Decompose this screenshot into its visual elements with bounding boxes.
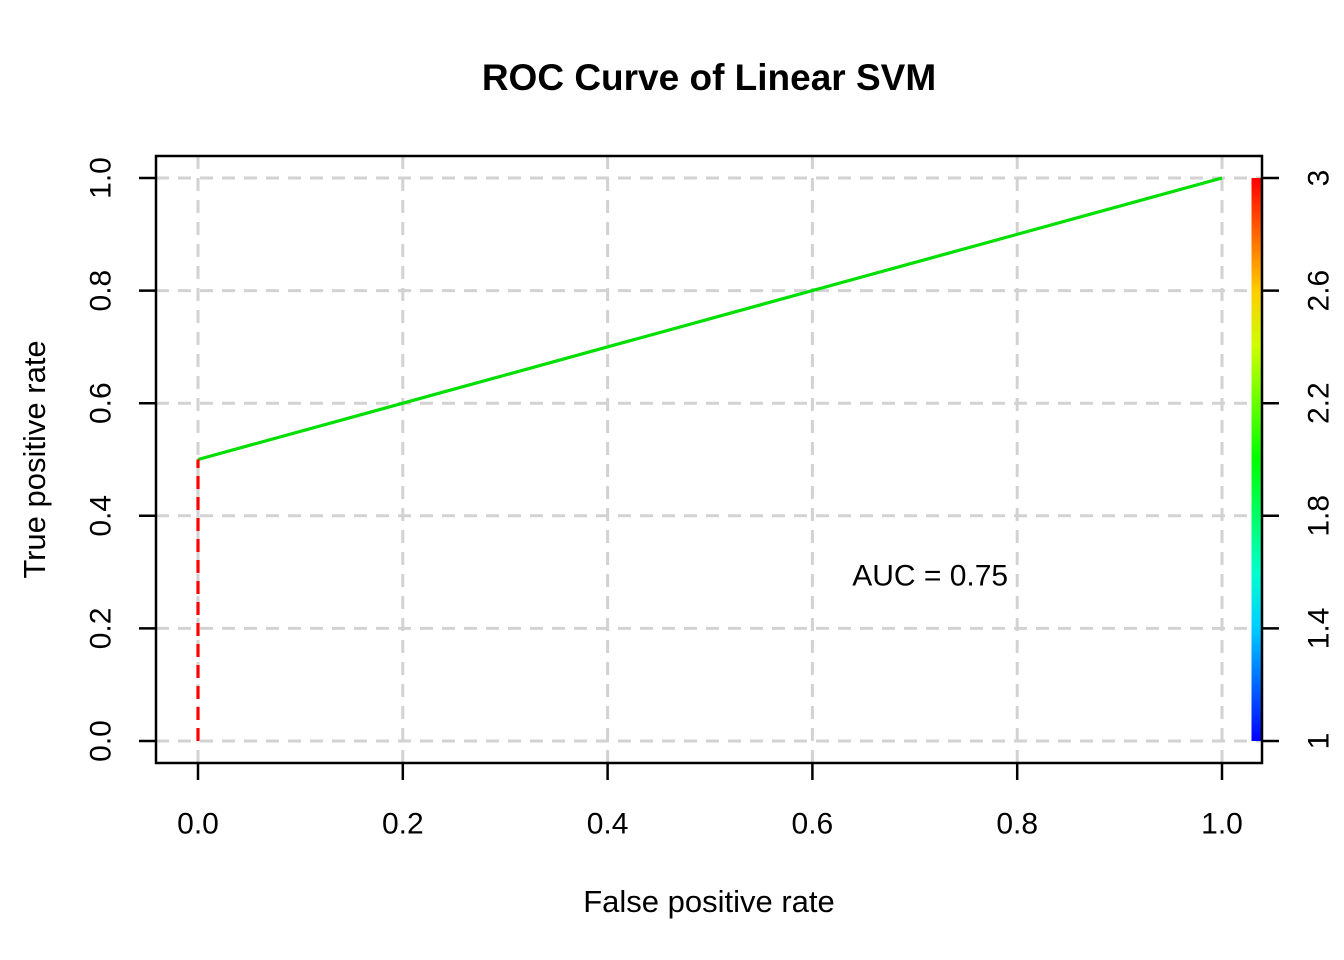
colorbar-tick-label: 1.8 <box>1303 495 1336 537</box>
x-tick-label: 0.4 <box>587 808 629 841</box>
colorbar-tick-label: 1.4 <box>1303 608 1336 650</box>
y-tick-label: 1.0 <box>85 157 118 199</box>
y-tick-label: 0.8 <box>85 270 118 312</box>
chart-title: ROC Curve of Linear SVM <box>482 57 936 98</box>
y-tick-label: 0.4 <box>85 495 118 537</box>
y-axis-title: True positive rate <box>17 340 52 578</box>
plot-border <box>154 154 1264 765</box>
x-tick-label: 0.2 <box>382 808 424 841</box>
x-tick-label: 1.0 <box>1201 808 1243 841</box>
auc-annotation: AUC = 0.75 <box>852 559 1008 592</box>
colorbar-tick-label: 2.6 <box>1303 270 1336 312</box>
x-axis-title: False positive rate <box>583 884 835 919</box>
roc-curve-line <box>197 176 1223 462</box>
y-tick-label: 0.2 <box>85 608 118 650</box>
x-tick-label: 0.0 <box>177 808 219 841</box>
x-tick-label: 0.8 <box>996 808 1038 841</box>
y-tick-label: 0.0 <box>85 720 118 762</box>
colorbar-gradient <box>1251 178 1262 741</box>
y-tick-label: 0.6 <box>85 382 118 424</box>
x-tick-label: 0.6 <box>792 808 834 841</box>
colorbar-tick-label: 1 <box>1303 733 1336 750</box>
colorbar-tick-label: 2.2 <box>1303 382 1336 424</box>
colorbar-tick-label: 3 <box>1303 170 1336 187</box>
